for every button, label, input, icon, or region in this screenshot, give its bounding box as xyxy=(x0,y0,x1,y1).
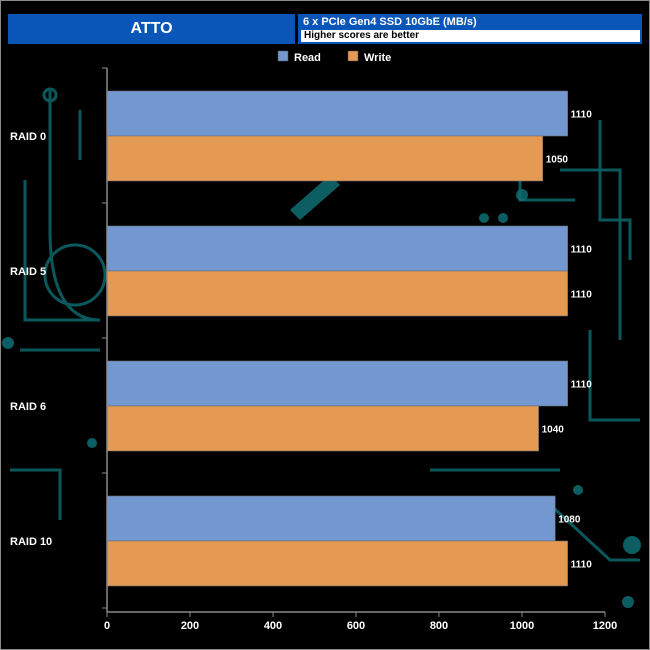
data-label-read-1: 1110 xyxy=(571,245,593,256)
legend-label-read: Read xyxy=(294,52,321,64)
bar-write-1 xyxy=(106,270,568,317)
legend-label-write: Write xyxy=(364,52,391,64)
x-tick-label: 800 xyxy=(430,620,448,632)
x-tick-label: 200 xyxy=(181,620,199,632)
chart-title: ATTO xyxy=(8,14,295,44)
x-tick-label: 1200 xyxy=(593,620,617,632)
data-label-write-3: 1110 xyxy=(571,560,593,571)
x-tick-label: 0 xyxy=(104,620,110,632)
legend-swatch-write xyxy=(347,50,359,62)
subtitle-box: 6 x PCIe Gen4 SSD 10GbE (MB/s) Higher sc… xyxy=(298,14,642,44)
bar-read-2 xyxy=(106,360,568,407)
chart-note: Higher scores are better xyxy=(301,30,640,42)
x-tick-label: 1000 xyxy=(510,620,534,632)
category-label: RAID 0 xyxy=(10,131,46,143)
category-label: RAID 6 xyxy=(10,401,46,413)
category-label: RAID 10 xyxy=(10,536,52,548)
legend-swatch-read xyxy=(277,50,289,62)
category-label: RAID 5 xyxy=(10,266,46,278)
data-label-read-0: 1110 xyxy=(571,110,593,121)
bar-write-0 xyxy=(106,135,544,182)
bar-write-2 xyxy=(106,405,539,452)
bar-read-0 xyxy=(106,90,568,137)
bar-write-3 xyxy=(106,540,568,587)
bar-read-3 xyxy=(106,495,556,542)
data-label-read-3: 1080 xyxy=(558,515,581,526)
data-label-write-2: 1040 xyxy=(542,425,565,436)
x-tick-label: 600 xyxy=(347,620,365,632)
data-label-write-1: 1110 xyxy=(571,290,593,301)
bar-read-1 xyxy=(106,225,568,272)
data-label-read-2: 1110 xyxy=(571,380,593,391)
x-tick-label: 400 xyxy=(264,620,282,632)
chart-subtitle: 6 x PCIe Gen4 SSD 10GbE (MB/s) xyxy=(303,16,477,28)
data-label-write-0: 1050 xyxy=(546,155,569,166)
